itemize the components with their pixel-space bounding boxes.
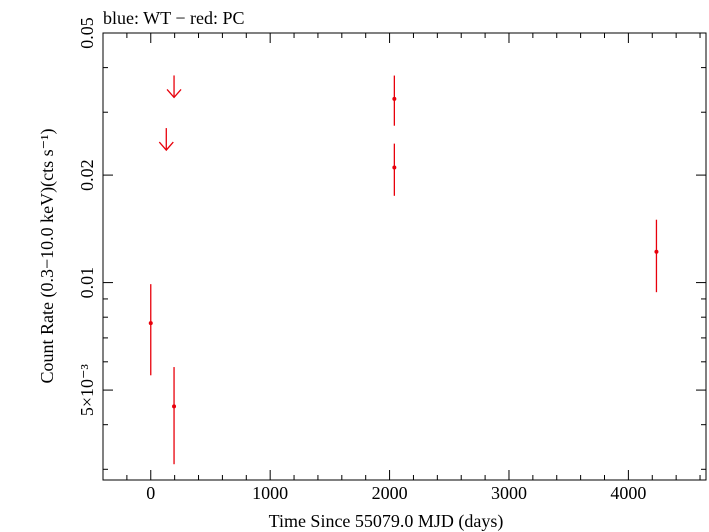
data-marks: [148, 75, 659, 465]
data-point: [392, 96, 397, 101]
y-axis-label: Count Rate (0.3−10.0 keV)(cts s⁻¹): [37, 128, 58, 383]
plot-frame: [102, 32, 707, 481]
x-tick-label: 4000: [610, 483, 646, 503]
upper-limit-head: [166, 89, 182, 99]
upper-limit-arrow: [158, 128, 174, 152]
x-tick-label: 0: [146, 483, 155, 503]
data-point: [392, 165, 397, 170]
data-point: [654, 249, 659, 254]
y-tick-label: 5×10⁻³: [77, 363, 97, 416]
y-tick-label: 0.01: [77, 267, 97, 299]
x-tick-label: 1000: [252, 483, 288, 503]
x-tick-label: 2000: [372, 483, 408, 503]
upper-limit-arrow: [166, 75, 182, 99]
data-point: [172, 404, 177, 409]
x-tick-label: 3000: [491, 483, 527, 503]
y-tick-label: 0.05: [77, 17, 97, 49]
axis-ticks: 0 1000 2000 3000 4000 5×10⁻³ 0.01 0.02 0.05: [77, 17, 706, 503]
y-tick-label: 0.02: [77, 159, 97, 191]
upper-limit-head: [158, 141, 174, 152]
x-axis-label: Time Since 55079.0 MJD (days): [269, 511, 504, 532]
data-point: [148, 321, 153, 326]
chart-title: blue: WT − red: PC: [103, 8, 244, 28]
